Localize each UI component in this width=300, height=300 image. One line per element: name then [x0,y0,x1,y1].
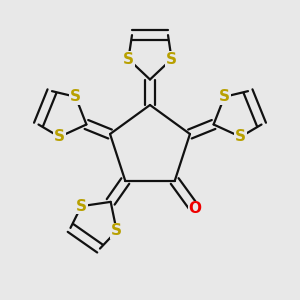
Text: S: S [76,199,87,214]
Text: S: S [219,89,230,104]
Text: S: S [123,52,134,67]
Text: S: S [111,224,122,238]
Text: S: S [54,129,65,144]
Text: S: S [70,89,81,104]
Text: O: O [188,201,202,216]
Text: S: S [166,52,177,67]
Text: S: S [235,129,246,144]
